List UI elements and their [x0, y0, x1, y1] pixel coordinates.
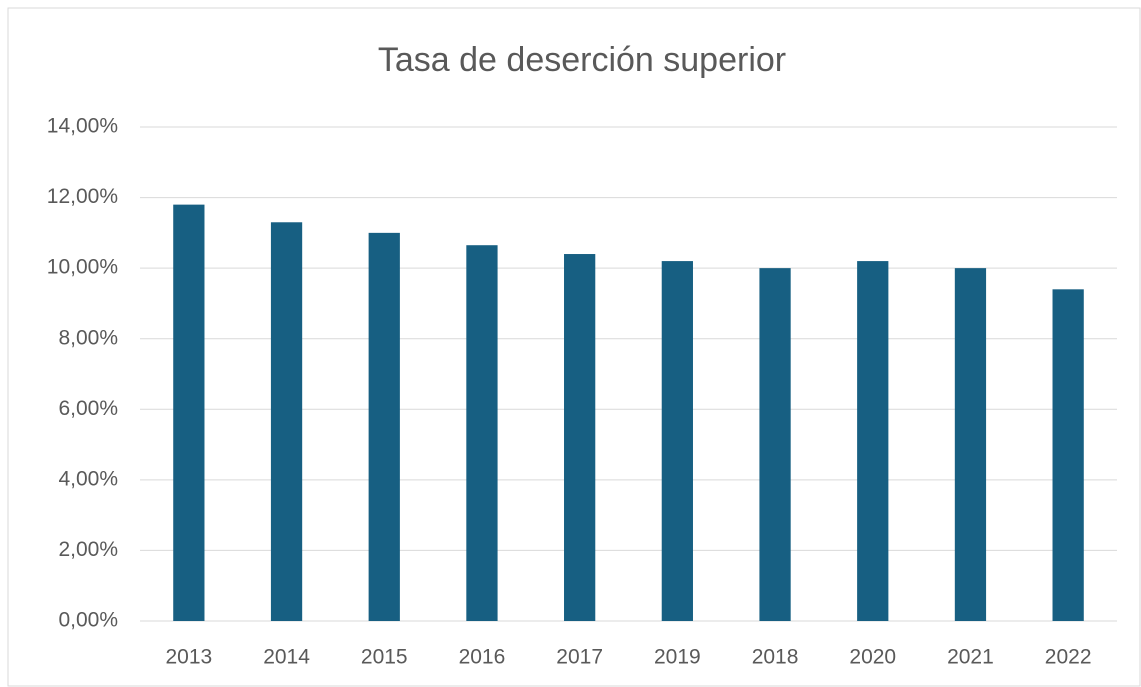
chart-title: Tasa de deserción superior: [378, 41, 786, 79]
x-tick-label: 2018: [752, 646, 799, 669]
bar: [173, 204, 205, 621]
bar: [270, 222, 303, 621]
y-tick-label: 2,00%: [58, 538, 118, 561]
x-tick-label: 2014: [263, 646, 310, 669]
x-tick-label: 2015: [361, 646, 408, 669]
x-tick-label: 2020: [849, 646, 896, 669]
bar: [1052, 289, 1084, 621]
bar: [857, 261, 889, 621]
y-tick-label: 6,00%: [58, 397, 118, 420]
y-tick-label: 10,00%: [47, 256, 118, 279]
bar: [954, 268, 987, 621]
bar: [661, 261, 693, 621]
bar: [564, 254, 596, 621]
x-tick-label: 2019: [654, 646, 701, 669]
bar: [466, 245, 498, 621]
y-tick-label: 14,00%: [47, 115, 118, 138]
x-tick-label: 2022: [1045, 646, 1092, 669]
x-tick-label: 2016: [459, 646, 506, 669]
y-tick-label: 4,00%: [58, 467, 118, 490]
y-tick-label: 8,00%: [58, 326, 118, 349]
bar: [368, 232, 400, 621]
x-tick-label: 2021: [947, 646, 994, 669]
bar: [759, 268, 791, 621]
x-tick-label: 2013: [165, 646, 212, 669]
x-tick-label: 2017: [556, 646, 603, 669]
y-tick-label: 0,00%: [58, 609, 118, 632]
y-tick-label: 12,00%: [47, 185, 118, 208]
